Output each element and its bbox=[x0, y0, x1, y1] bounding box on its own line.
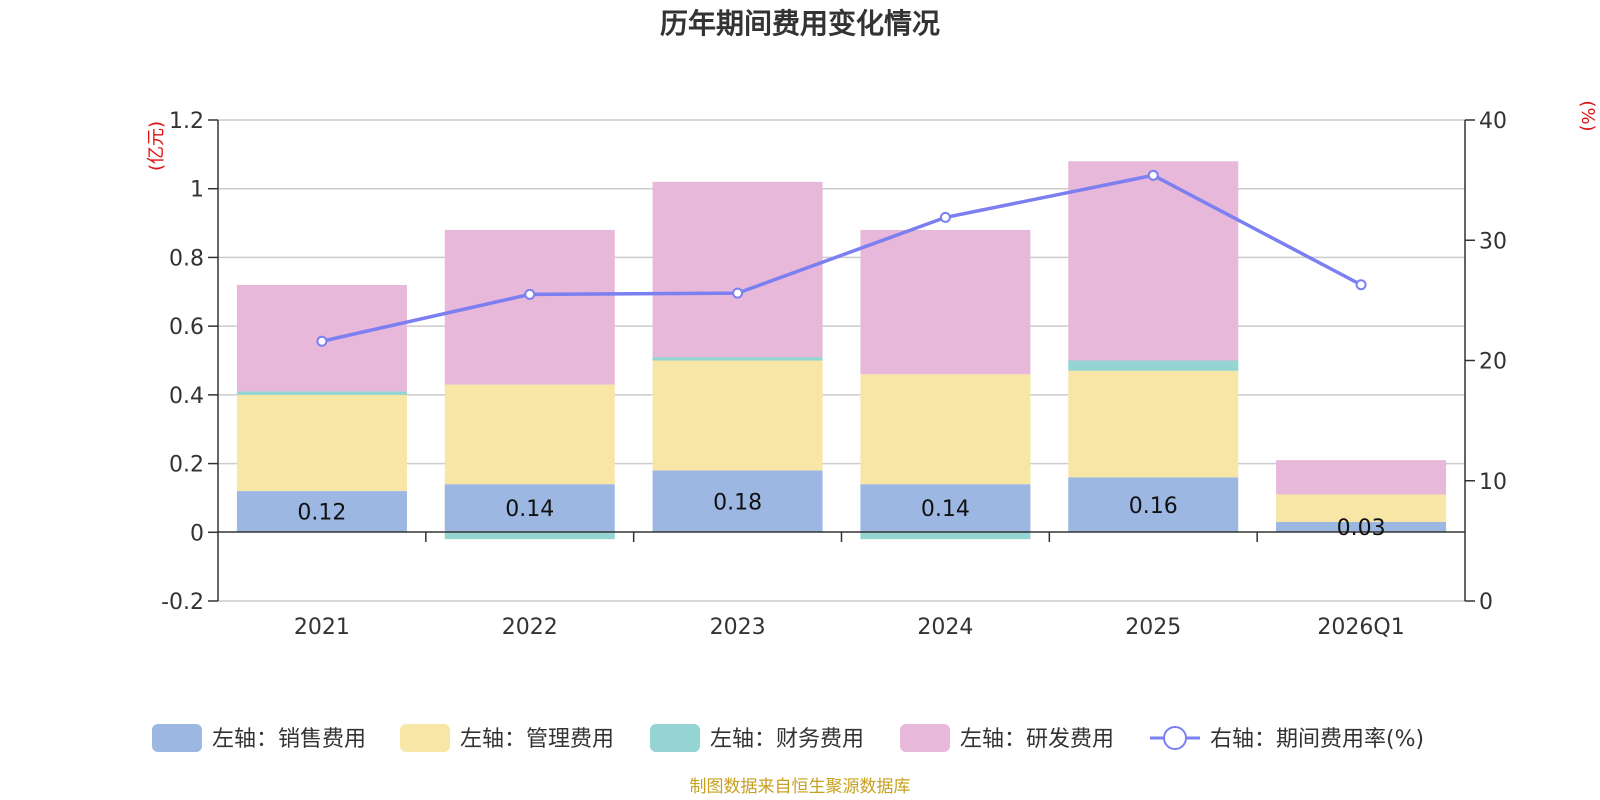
rate-point bbox=[732, 287, 744, 299]
bar-data-label: 0.14 bbox=[921, 497, 970, 522]
left-tick-label: -0.2 bbox=[161, 590, 204, 615]
x-tick-label: 2026Q1 bbox=[1317, 615, 1404, 640]
bar-segment bbox=[652, 360, 823, 471]
bar-data-label: 0.16 bbox=[1129, 494, 1178, 519]
bar-segment bbox=[444, 484, 615, 533]
bar-segment bbox=[860, 229, 1031, 375]
legend-label: 左轴：销售费用 bbox=[212, 727, 366, 752]
x-tick-label: 2023 bbox=[710, 615, 766, 640]
x-tick-label: 2021 bbox=[294, 615, 350, 640]
bar-segment bbox=[1276, 460, 1447, 495]
right-tick-label: 0 bbox=[1479, 590, 1493, 615]
x-axis-ticks: 2021 2022 2023 2024 2025 2026Q1 bbox=[294, 615, 1405, 640]
x-tick-label: 2022 bbox=[502, 615, 558, 640]
rate-point bbox=[524, 288, 536, 300]
x-tick-label: 2024 bbox=[917, 615, 973, 640]
right-tick-label: 20 bbox=[1479, 350, 1507, 375]
legend-label: 左轴：研发费用 bbox=[960, 727, 1114, 752]
left-tick-label: 0.4 bbox=[169, 384, 204, 409]
right-tick-label: 30 bbox=[1479, 229, 1507, 254]
left-axis-unit: (亿元) bbox=[146, 121, 167, 171]
left-tick-label: 0.8 bbox=[169, 246, 204, 271]
right-tick-label: 40 bbox=[1479, 109, 1507, 134]
left-axis-ticks: 1.2 1 0.8 0.6 0.4 0.2 0 -0.2 bbox=[161, 109, 218, 615]
bar-segment bbox=[1068, 161, 1239, 361]
bar-segment bbox=[444, 384, 615, 485]
bar-segment bbox=[444, 532, 615, 540]
bar-series bbox=[236, 161, 1447, 540]
bar-segment bbox=[652, 357, 823, 361]
right-axis-ticks: 40 30 20 10 0 bbox=[1465, 109, 1507, 615]
data-labels: 0.12 0.14 0.18 0.14 0.16 0.03 bbox=[297, 490, 1385, 541]
bar-data-label: 0.12 bbox=[297, 501, 346, 526]
bar-segment bbox=[236, 391, 407, 395]
bar-segment bbox=[236, 491, 407, 533]
legend-swatch bbox=[650, 724, 700, 752]
legend-swatch bbox=[400, 724, 450, 752]
data-source-note: 制图数据来自恒生聚源数据库 bbox=[690, 777, 911, 797]
left-tick-label: 1.2 bbox=[169, 109, 204, 134]
x-tick-label: 2025 bbox=[1125, 615, 1181, 640]
bar-segment bbox=[860, 484, 1031, 533]
left-tick-label: 0.2 bbox=[169, 453, 204, 478]
bar-data-label: 0.14 bbox=[505, 497, 554, 522]
legend-marker bbox=[1163, 726, 1187, 750]
chart-title: 历年期间费用变化情况 bbox=[660, 7, 940, 40]
bar-segment bbox=[236, 394, 407, 492]
bar-data-label: 0.03 bbox=[1337, 516, 1386, 541]
bar-segment bbox=[1276, 521, 1447, 533]
legend-swatch bbox=[900, 724, 950, 752]
legend[interactable]: 左轴：销售费用 左轴：管理费用 左轴：财务费用 左轴：研发费用 右轴：期间费用率(%) bbox=[152, 724, 1424, 752]
rate-point bbox=[1355, 279, 1367, 291]
left-tick-label: 0.6 bbox=[169, 315, 204, 340]
legend-label: 左轴：财务费用 bbox=[710, 727, 864, 752]
legend-swatch bbox=[152, 724, 202, 752]
rate-point bbox=[316, 335, 328, 347]
bar-segment bbox=[860, 532, 1031, 540]
rate-line-series bbox=[316, 169, 1367, 347]
bar-segment bbox=[860, 374, 1031, 485]
legend-label: 左轴：管理费用 bbox=[460, 727, 614, 752]
legend-label: 右轴：期间费用率(%) bbox=[1210, 727, 1424, 752]
bar-segment bbox=[1068, 477, 1239, 533]
bar-data-label: 0.18 bbox=[713, 490, 762, 515]
bar-segment bbox=[1068, 360, 1239, 371]
left-tick-label: 0 bbox=[190, 521, 204, 546]
right-axis-unit: (%) bbox=[1577, 100, 1598, 131]
rate-point bbox=[939, 211, 951, 223]
bar-segment bbox=[1276, 494, 1447, 522]
bar-segment bbox=[1068, 370, 1239, 478]
left-tick-label: 1 bbox=[190, 178, 204, 203]
rate-point bbox=[1147, 169, 1159, 181]
bar-segment bbox=[652, 181, 823, 358]
bar-segment bbox=[652, 470, 823, 533]
gridlines bbox=[218, 119, 1465, 602]
rate-line bbox=[321, 173, 1362, 343]
right-tick-label: 10 bbox=[1479, 470, 1507, 495]
